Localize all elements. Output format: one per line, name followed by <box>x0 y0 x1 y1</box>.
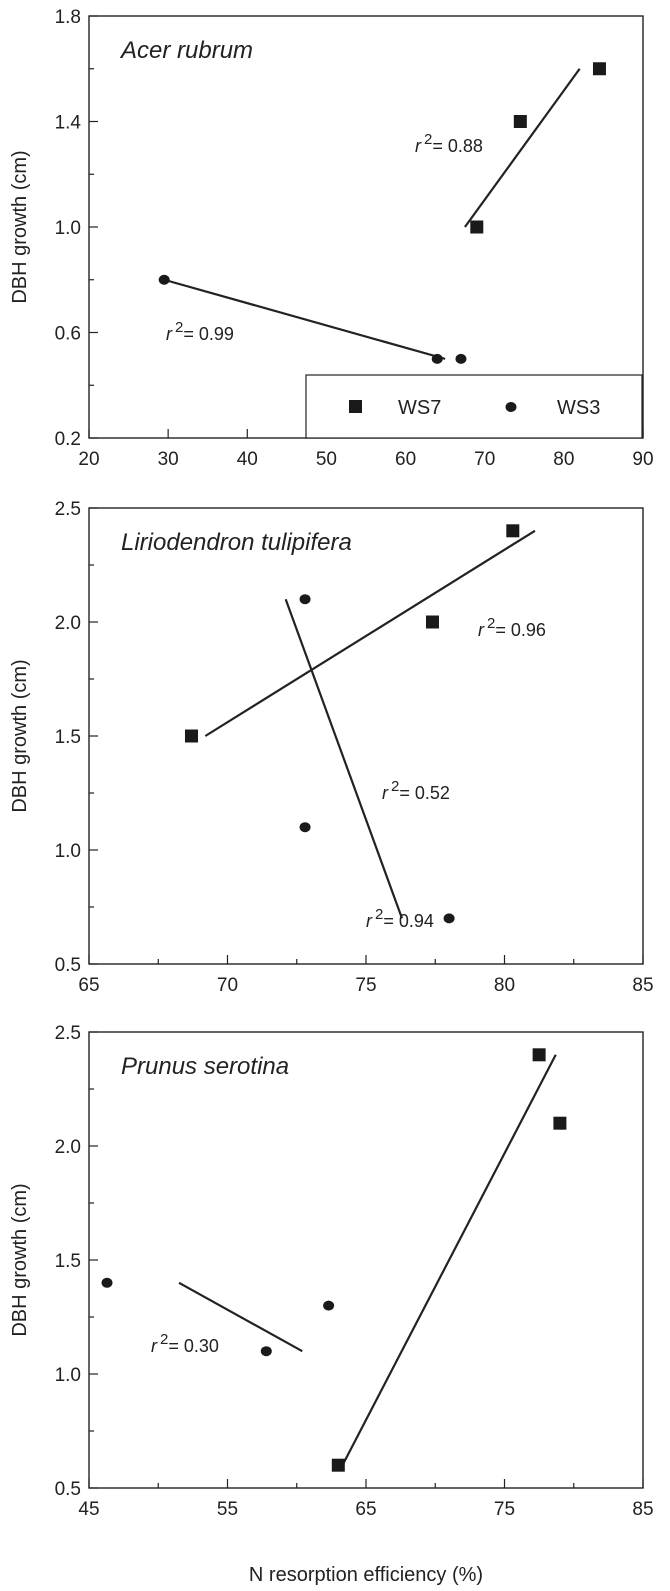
y-tick-label: 1.0 <box>55 218 81 239</box>
panel-title: Liriodendron tulipifera <box>121 529 352 556</box>
fit-line-ws3 <box>284 598 404 919</box>
x-tick-label: 50 <box>316 449 337 470</box>
x-tick-label: 20 <box>78 449 99 470</box>
x-tick-label: 80 <box>494 975 515 996</box>
y-tick-label: 1.4 <box>55 113 82 134</box>
data-point-square <box>470 220 484 234</box>
y-tick-label: 1.0 <box>55 841 81 862</box>
data-point-square <box>553 1116 567 1130</box>
y-tick-label: 2.0 <box>55 613 81 634</box>
fit-line-ws3 <box>178 1281 303 1353</box>
y-tick-label: 1.5 <box>55 727 81 748</box>
x-tick-label: 40 <box>237 449 258 470</box>
y-tick-label: 0.2 <box>55 429 81 450</box>
x-tick-label: 90 <box>632 449 653 470</box>
data-point-square <box>184 729 198 743</box>
fit-line-ws7 <box>464 68 581 228</box>
data-point-circle <box>299 594 311 605</box>
r-squared-label: r 2= 0.88 <box>415 131 483 156</box>
x-tick-label: 75 <box>355 975 376 996</box>
chart-panel-1: 0.2 0.6 1.0 1.4 1.8 20 30 40 50 60 70 80 90 DBH growt… <box>9 7 654 470</box>
y-axis-title: DBH growth (cm) <box>9 659 31 812</box>
r-squared-label: r 2= 0.99 <box>166 319 234 344</box>
y-tick-label: 0.5 <box>55 1479 81 1500</box>
data-point-square <box>532 1048 546 1062</box>
legend-label-ws7: WS7 <box>398 397 441 419</box>
data-point-circle <box>299 822 311 833</box>
data-point-circle <box>323 1300 335 1311</box>
data-point-square <box>506 524 520 538</box>
y-axis-title: DBH growth (cm) <box>9 150 31 303</box>
y-tick-label: 1.8 <box>55 7 81 28</box>
chart-panel-2: 0.5 1.0 1.5 2.0 2.5 65 70 75 80 85 DBH growth (cm)… <box>9 499 654 996</box>
legend-marker-circle <box>505 402 517 412</box>
y-tick-label: 1.0 <box>55 1365 81 1386</box>
x-tick-label: 30 <box>158 449 179 470</box>
plot-frame <box>88 507 644 965</box>
panel-title: Prunus serotina <box>121 1053 289 1080</box>
data-point-square <box>331 1458 345 1472</box>
data-point-circle <box>455 353 467 364</box>
data-point-circle <box>158 274 170 285</box>
data-point-square <box>425 615 439 629</box>
x-tick-label: 65 <box>78 975 99 996</box>
r-squared-label: r 2= 0.96 <box>478 615 546 640</box>
x-tick-label: 55 <box>217 1499 238 1520</box>
y-tick-label: 2.5 <box>55 1023 81 1044</box>
fit-line-ws7 <box>341 1054 557 1466</box>
x-tick-label: 70 <box>217 975 238 996</box>
panel-title: Acer rubrum <box>119 37 253 64</box>
legend-marker-square <box>349 400 362 413</box>
x-tick-label: 80 <box>553 449 574 470</box>
x-tick-label: 45 <box>78 1499 99 1520</box>
y-tick-label: 0.6 <box>55 324 81 345</box>
x-tick-label: 65 <box>355 1499 376 1520</box>
y-tick-label: 0.5 <box>55 955 81 976</box>
r-squared-label: r 2= 0.52 <box>382 778 450 803</box>
r-squared-label: r 2= 0.30 <box>151 1331 219 1356</box>
data-point-square <box>592 62 606 76</box>
r-squared-label: r 2= 0.94 <box>366 906 434 931</box>
x-tick-label: 70 <box>474 449 495 470</box>
x-tick-label: 85 <box>632 1499 653 1520</box>
y-tick-label: 2.0 <box>55 1137 81 1158</box>
data-point-circle <box>101 1277 113 1288</box>
y-tick-label: 2.5 <box>55 499 81 520</box>
data-point-square <box>513 115 527 128</box>
data-point-circle <box>260 1346 272 1357</box>
y-tick-label: 1.5 <box>55 1251 81 1272</box>
y-axis-title: DBH growth (cm) <box>9 1183 31 1336</box>
data-point-circle <box>443 913 455 924</box>
x-tick-label: 75 <box>494 1499 515 1520</box>
data-point-circle <box>431 353 443 364</box>
fit-line-ws7 <box>204 529 536 737</box>
legend: WS7 WS3 <box>305 374 643 439</box>
legend-label-ws3: WS3 <box>557 397 600 419</box>
x-tick-label: 85 <box>632 975 653 996</box>
fit-line-ws3 <box>163 278 446 360</box>
chart-panel-3: 0.5 1.0 1.5 2.0 2.5 45 55 65 75 85 DBH growth (cm)… <box>9 906 654 1586</box>
x-axis-title: N resorption efficiency (%) <box>249 1564 483 1586</box>
x-tick-label: 60 <box>395 449 416 470</box>
